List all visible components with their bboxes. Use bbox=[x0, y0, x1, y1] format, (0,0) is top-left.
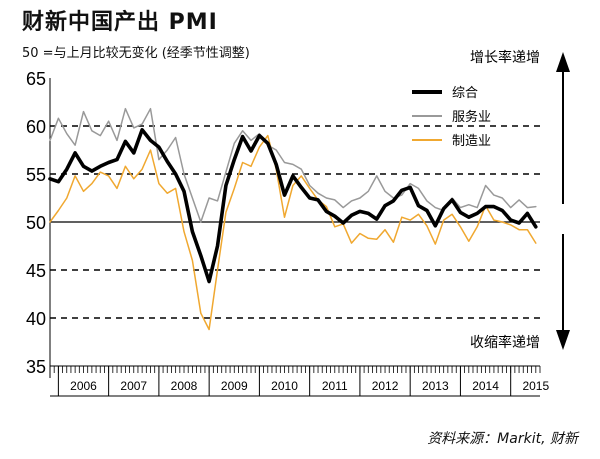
chart-title: 财新中国产出 PMI bbox=[22, 10, 218, 35]
x-tick-label: 2015 bbox=[522, 379, 549, 393]
legend-label-services: 服务业 bbox=[452, 109, 491, 125]
series-line-manufacturing bbox=[49, 134, 537, 331]
y-tick-label: 50 bbox=[26, 213, 46, 233]
x-tick-label: 2014 bbox=[472, 379, 499, 393]
y-tick-label: 45 bbox=[26, 261, 46, 281]
y-tick-label: 55 bbox=[26, 165, 46, 185]
up-arrow-head bbox=[556, 52, 570, 72]
y-tick-label: 60 bbox=[26, 117, 46, 137]
y-tick-label: 40 bbox=[26, 309, 46, 329]
x-tick-label: 2011 bbox=[322, 379, 348, 393]
x-tick-label: 2009 bbox=[221, 379, 248, 393]
down-arrow-head bbox=[556, 330, 570, 350]
source-note: 资料来源：Markit, 财新 bbox=[427, 431, 578, 447]
y-tick-label: 65 bbox=[26, 69, 46, 89]
annotation-increasing-growth: 增长率递增 bbox=[470, 49, 540, 66]
x-tick-label: 2008 bbox=[171, 379, 198, 393]
chart-subtitle: 50 =与上月比较无变化 (经季节性调整) bbox=[22, 46, 250, 61]
legend-label-composite: 综合 bbox=[452, 86, 478, 101]
x-tick-label: 2010 bbox=[271, 379, 298, 393]
annotation-increasing-contraction: 收缩率递增 bbox=[470, 334, 540, 351]
legend-label-manufacturing: 制造业 bbox=[452, 134, 491, 149]
y-tick-label: 35 bbox=[26, 357, 46, 377]
series-line-composite bbox=[48, 128, 538, 284]
x-tick-label: 2007 bbox=[120, 379, 147, 393]
x-tick-label: 2006 bbox=[70, 379, 97, 393]
x-tick-label: 2013 bbox=[422, 379, 449, 393]
x-tick-label: 2012 bbox=[372, 379, 399, 393]
